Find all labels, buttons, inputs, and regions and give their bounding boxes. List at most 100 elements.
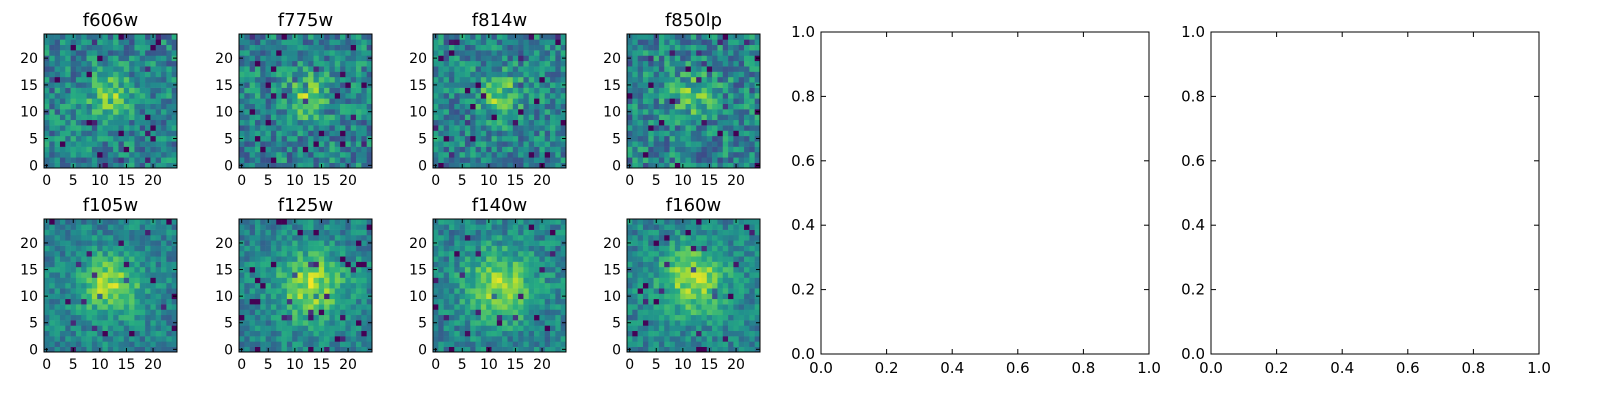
heatmap-cell	[518, 50, 524, 56]
heatmap-cell	[685, 82, 692, 88]
heatmap-cell	[292, 261, 298, 268]
heatmap-cell	[292, 272, 298, 278]
heatmap-cell	[254, 39, 261, 46]
heatmap-cell	[334, 71, 341, 78]
heatmap-cell	[297, 256, 304, 262]
heatmap-cell	[155, 256, 162, 262]
heatmap-cell	[642, 288, 649, 294]
heatmap-cell	[491, 162, 498, 169]
heatmap-cell	[749, 44, 755, 51]
heatmap-cell	[523, 224, 530, 230]
heatmap-cell	[502, 44, 508, 51]
heatmap-cell	[281, 39, 288, 46]
heatmap-cell	[281, 256, 288, 262]
heatmap-cell	[161, 256, 167, 262]
heatmap-cell	[345, 92, 352, 99]
heatmap-cell	[49, 60, 55, 67]
heatmap-cell	[86, 146, 93, 153]
heatmap-cell	[701, 135, 708, 142]
heatmap-cell	[145, 277, 151, 284]
heatmap-cell	[244, 261, 250, 268]
heatmap-cell	[97, 330, 103, 337]
heatmap-cell	[507, 71, 514, 78]
heatmap-cell	[738, 146, 745, 153]
heatmap-cell	[297, 103, 304, 110]
heatmap-cell	[658, 341, 665, 347]
heatmap-cell	[356, 309, 362, 316]
heatmap-cell	[329, 55, 336, 62]
heatmap-cell	[480, 125, 487, 131]
heatmap-cell	[701, 309, 708, 316]
heatmap-cell	[366, 336, 373, 342]
heatmap-cell	[550, 146, 556, 153]
heatmap-cell	[486, 146, 492, 153]
heatmap-cell	[518, 66, 524, 72]
heatmap-cell	[754, 314, 761, 321]
heatmap-cell	[480, 282, 487, 289]
heatmap-cell	[308, 219, 314, 225]
heatmap-cell	[550, 125, 556, 131]
heatmap-cell	[728, 325, 734, 332]
heatmap-cell	[433, 151, 439, 158]
heatmap-cell	[260, 109, 266, 115]
heatmap-cell	[49, 346, 55, 353]
heatmap-cell	[669, 76, 676, 83]
heatmap-cell	[334, 109, 341, 115]
heatmap-cell	[433, 224, 439, 230]
heatmap-cell	[265, 245, 272, 252]
heatmap-cell	[690, 135, 697, 142]
heatmap-cell	[674, 314, 681, 321]
heatmap-cell	[81, 266, 87, 273]
heatmap-cell	[292, 304, 298, 310]
heatmap-cell	[244, 109, 250, 115]
heatmap-cell	[544, 151, 551, 158]
heatmap-cell	[464, 157, 471, 163]
heatmap-cell	[340, 130, 346, 137]
heatmap-cell	[113, 50, 119, 56]
heatmap-cell	[637, 50, 644, 56]
heatmap-cell	[134, 87, 141, 94]
heatmap-cell	[239, 277, 245, 284]
heatmap-cell	[637, 325, 644, 332]
heatmap-cell	[254, 76, 261, 83]
heatmap-cell	[480, 50, 487, 56]
heatmap-cell	[340, 229, 346, 236]
heatmap-cell	[528, 309, 535, 316]
heatmap-cell	[491, 39, 498, 46]
heatmap-cell	[512, 135, 519, 142]
heatmap-cell	[438, 34, 444, 40]
heatmap-cell	[340, 293, 346, 300]
heatmap-cell	[523, 135, 530, 142]
heatmap-cell	[433, 245, 439, 252]
y-tick-label: 5	[612, 132, 621, 148]
heatmap-cell	[356, 245, 362, 252]
heatmap-cell	[658, 125, 665, 131]
heatmap-cell	[260, 341, 266, 347]
heatmap-cell	[632, 341, 638, 347]
heatmap-cell	[475, 66, 482, 72]
heatmap-cell	[534, 341, 540, 347]
heatmap-cell	[49, 151, 55, 158]
heatmap-cell	[161, 336, 167, 342]
heatmap-cell	[102, 98, 109, 104]
heatmap-cell	[539, 114, 546, 121]
heatmap-cell	[749, 103, 755, 110]
heatmap-cell	[329, 109, 336, 115]
heatmap-cell	[118, 34, 125, 40]
heatmap-cell	[366, 288, 373, 294]
heatmap-cell	[512, 125, 519, 131]
heatmap-cell	[438, 325, 444, 332]
heatmap-cell	[637, 98, 644, 104]
heatmap-cell	[738, 44, 745, 51]
heatmap-cell	[113, 282, 119, 289]
heatmap-cell	[302, 272, 309, 278]
heatmap-cell	[334, 87, 341, 94]
heatmap-cell	[81, 162, 87, 169]
heatmap-cell	[150, 55, 157, 62]
heatmap-cell	[706, 76, 713, 83]
heatmap-cell	[244, 119, 250, 126]
heatmap-cell	[75, 346, 82, 353]
heatmap-cell	[171, 256, 178, 262]
heatmap-cell	[292, 60, 298, 67]
heatmap-cell	[249, 98, 256, 104]
